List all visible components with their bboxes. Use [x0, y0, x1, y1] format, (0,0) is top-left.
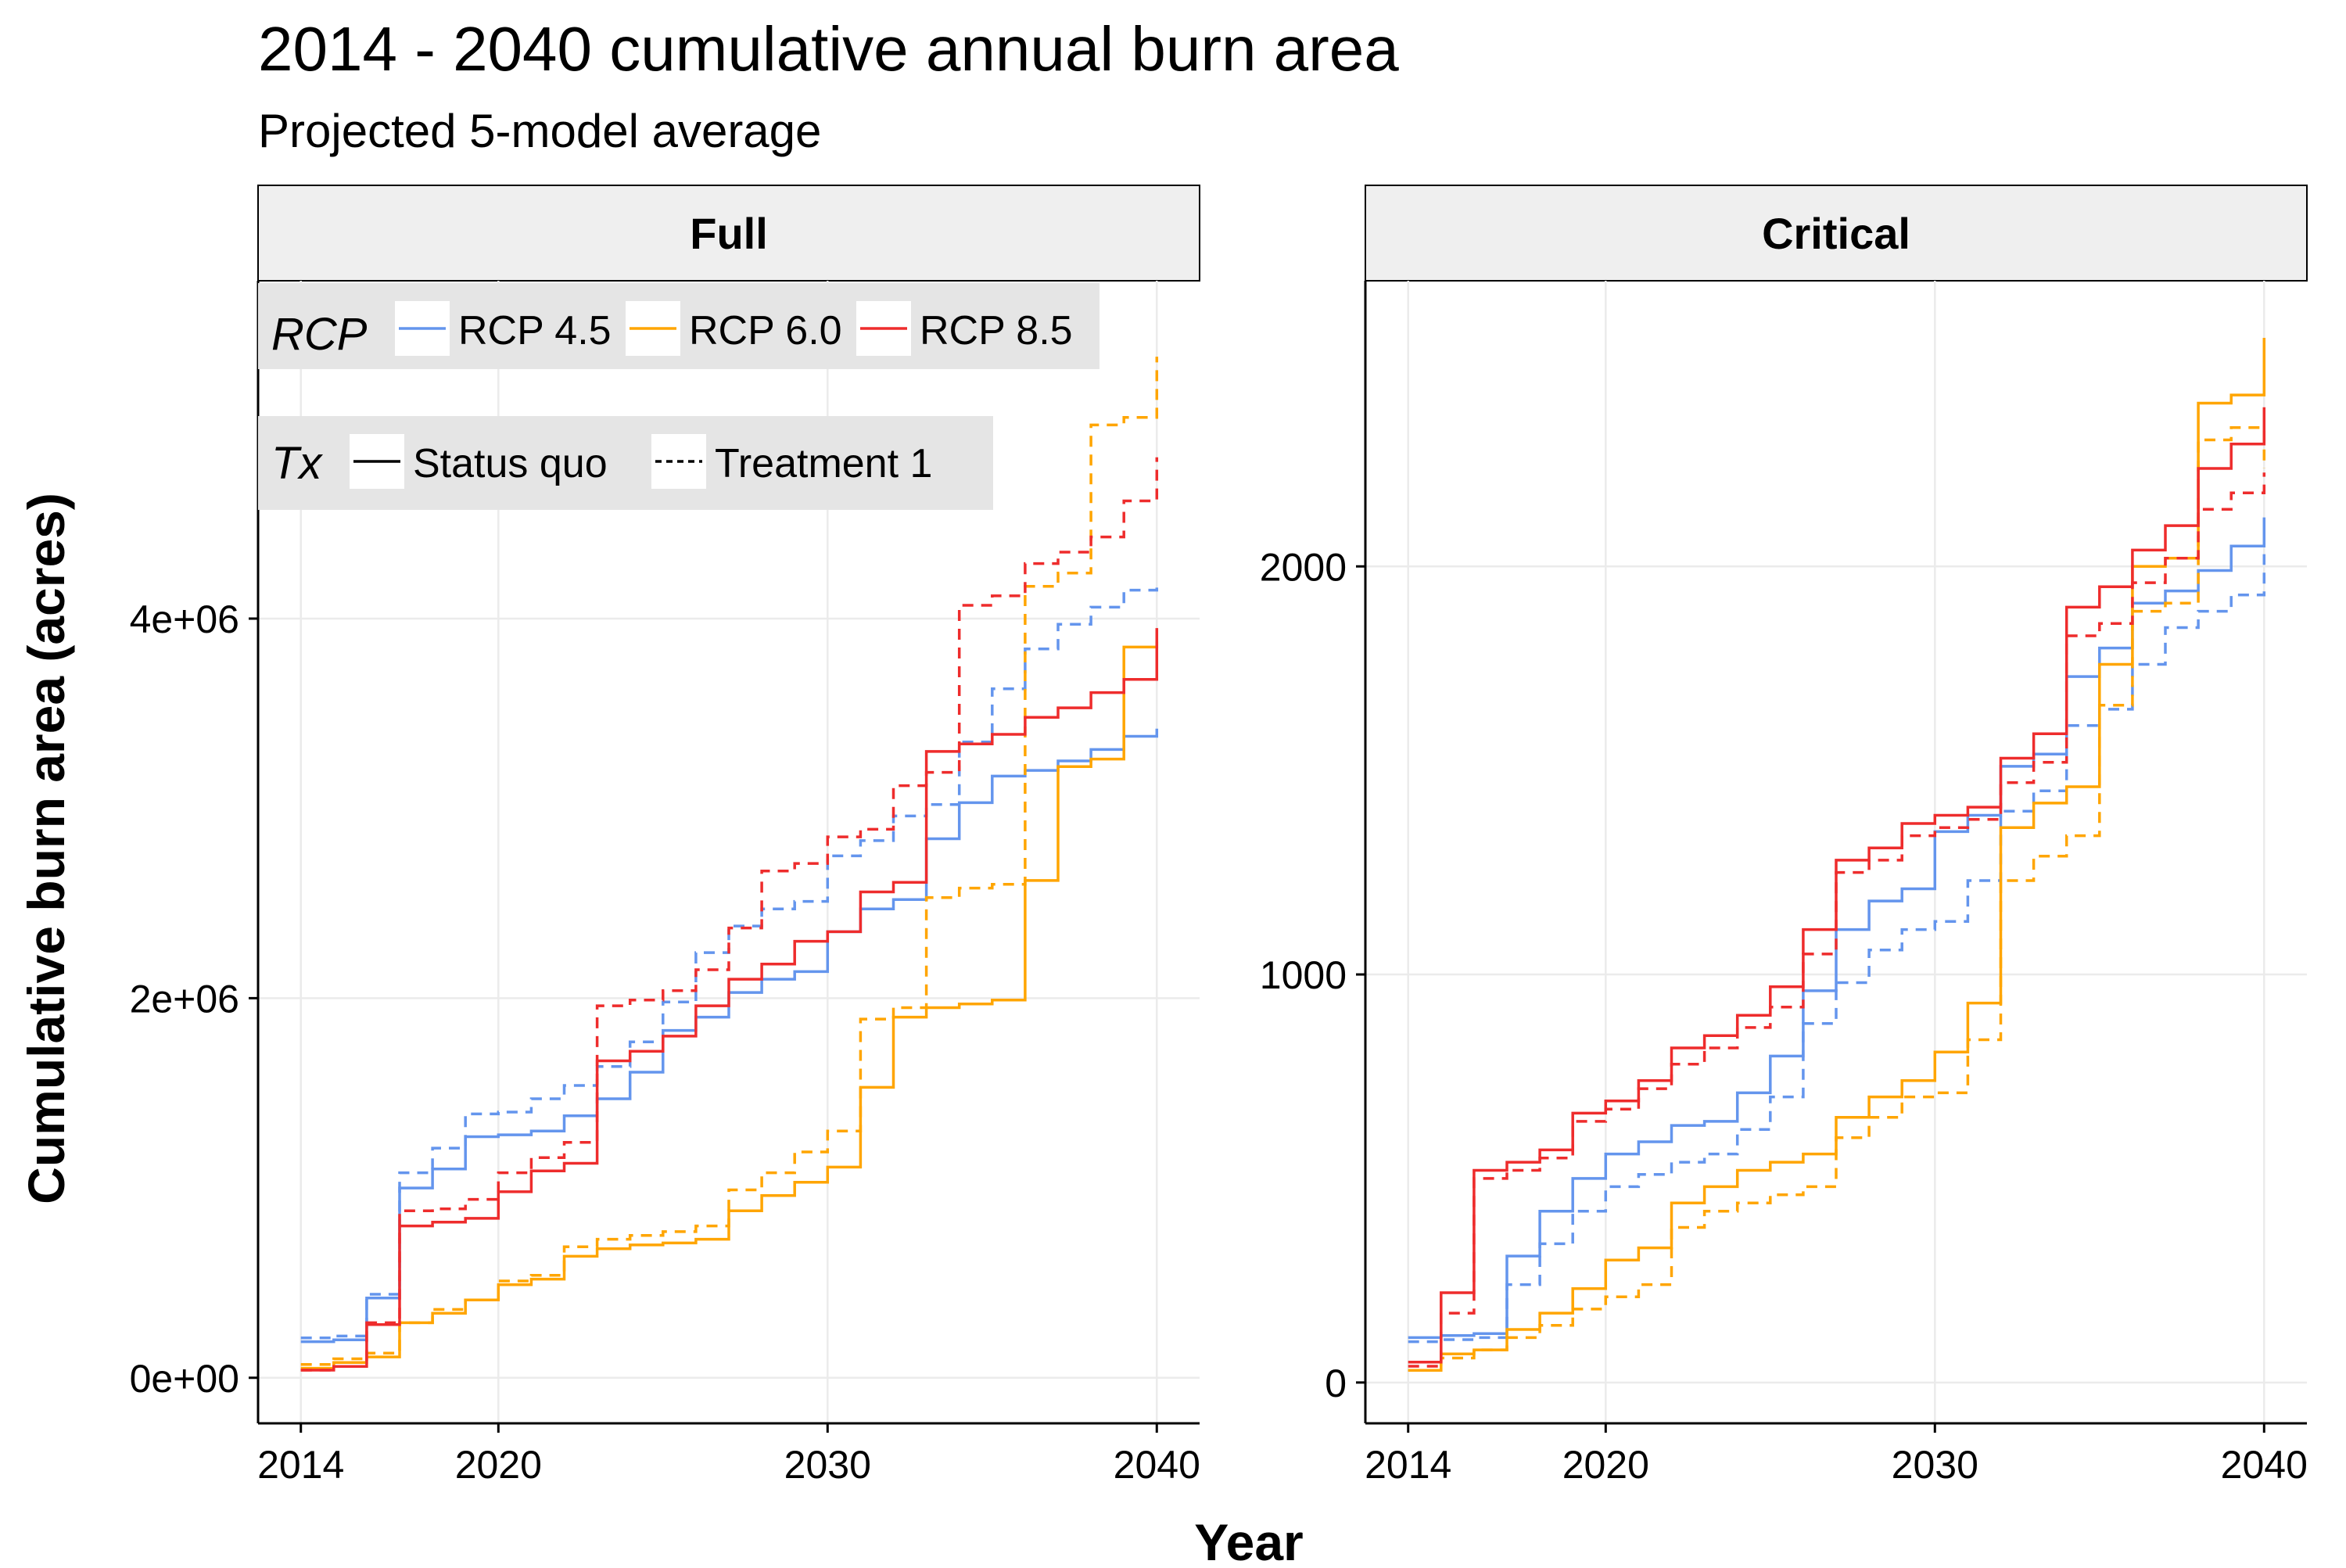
- chart-title: 2014 - 2040 cumulative annual burn area: [258, 14, 1399, 84]
- y-axis-label: Cumulative burn area (acres): [17, 493, 75, 1204]
- legend-tx: Tx Status quo Treatment 1: [258, 416, 993, 510]
- facet-strip-full: [257, 185, 1200, 282]
- facet-label-full: Full: [690, 209, 768, 258]
- series-critical-rcp-8-5-status-quo: [1408, 407, 2266, 1364]
- x-tick-label-2030: 2030: [1892, 1443, 1978, 1487]
- legend-label-treatment-1: Treatment 1: [715, 441, 932, 486]
- series-full-rcp-8-5-treatment-1: [300, 457, 1159, 1372]
- series-full-rcp-8-5-status-quo: [300, 628, 1159, 1372]
- facet-label-critical: Critical: [1762, 209, 1910, 258]
- x-tick-label-2020: 2020: [1562, 1443, 1649, 1487]
- y-tick-label-0: 0e+00: [130, 1357, 239, 1401]
- series-full-rcp-6-0-treatment-1: [300, 357, 1159, 1366]
- panel-full: 2014 2020 2030 2040 0e+00 2e+06 4e+06: [130, 281, 1200, 1487]
- y-tick-label-2: 4e+06: [130, 597, 239, 641]
- x-tick-label-2040: 2040: [2221, 1443, 2308, 1487]
- series-full-rcp-4-5-treatment-1: [300, 586, 1159, 1340]
- x-tick-label-2014: 2014: [1365, 1443, 1451, 1487]
- legend-tx-title: Tx: [271, 438, 323, 489]
- series-full-rcp-6-0-status-quo: [300, 641, 1159, 1370]
- x-tick-label-2030: 2030: [784, 1443, 871, 1487]
- legend-rcp: RCP RCP 4.5 RCP 6.0 RCP 8.5: [258, 283, 1099, 369]
- x-tick-label-2020: 2020: [455, 1443, 542, 1487]
- legend-label-status-quo: Status quo: [413, 441, 608, 486]
- y-tick-label-0: 0: [1325, 1362, 1347, 1405]
- series-critical-rcp-6-0-treatment-1: [1408, 426, 2266, 1372]
- series-full-rcp-4-5-status-quo: [300, 728, 1159, 1344]
- legend-label-rcp60: RCP 6.0: [689, 308, 842, 353]
- x-tick-label-2014: 2014: [257, 1443, 344, 1487]
- series-critical-rcp-4-5-treatment-1: [1408, 554, 2266, 1344]
- x-tick-label-2040: 2040: [1114, 1443, 1200, 1487]
- facet-strip-critical: [1365, 185, 2308, 282]
- legend-label-rcp85: RCP 8.5: [920, 308, 1073, 353]
- y-tick-label-2: 2000: [1260, 545, 1347, 589]
- legend-label-rcp45: RCP 4.5: [458, 308, 612, 353]
- legend-rcp-title: RCP: [271, 309, 368, 360]
- y-tick-label-1: 2e+06: [130, 977, 239, 1021]
- series-critical-rcp-6-0-status-quo: [1408, 338, 2266, 1372]
- y-tick-label-1: 1000: [1260, 953, 1347, 997]
- x-axis-label: Year: [1194, 1513, 1303, 1564]
- panel-critical: 2014 2020 2030 2040 0 1000 2000: [1260, 281, 2308, 1487]
- series-critical-rcp-8-5-treatment-1: [1408, 472, 2266, 1368]
- chart-subtitle: Projected 5-model average: [258, 105, 821, 157]
